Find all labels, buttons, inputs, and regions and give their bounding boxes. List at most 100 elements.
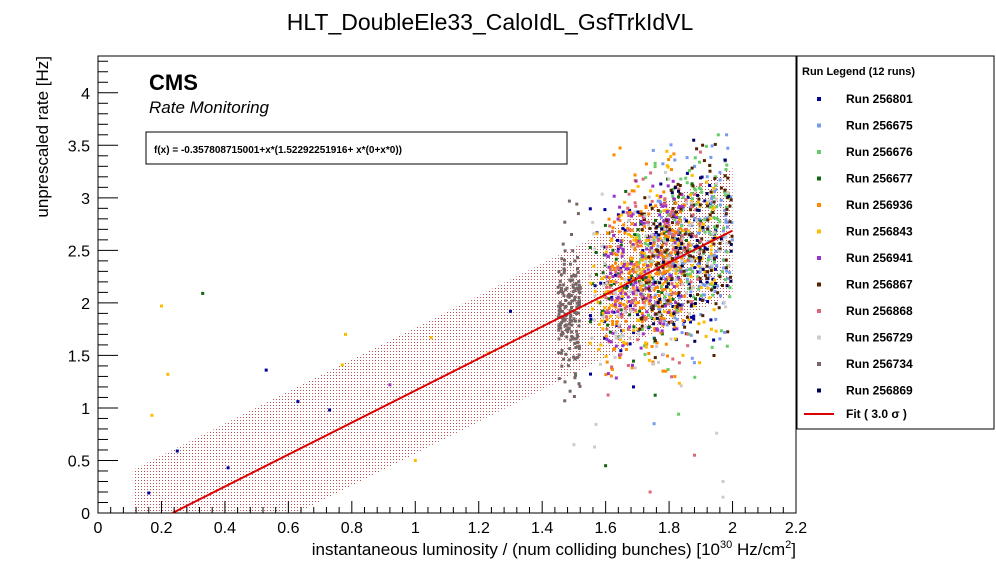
scatter-point bbox=[687, 287, 691, 291]
scatter-point bbox=[620, 296, 624, 300]
scatter-point bbox=[676, 302, 680, 306]
scatter-point bbox=[726, 276, 729, 280]
scatter-point bbox=[657, 251, 661, 255]
scatter-point bbox=[729, 249, 733, 253]
scatter-point bbox=[696, 277, 700, 281]
scatter-point bbox=[604, 355, 608, 358]
scatter-point bbox=[702, 249, 706, 253]
scatter-point bbox=[671, 212, 675, 216]
scatter-point bbox=[653, 339, 657, 343]
scatter-point bbox=[678, 246, 682, 250]
scatter-point bbox=[633, 289, 637, 293]
scatter-point bbox=[575, 305, 579, 309]
scatter-point bbox=[714, 267, 717, 271]
scatter-point bbox=[565, 286, 569, 290]
scatter-point bbox=[665, 219, 669, 223]
scatter-point bbox=[648, 490, 652, 494]
scatter-point bbox=[709, 201, 713, 205]
scatter-point bbox=[670, 375, 674, 379]
scatter-point bbox=[613, 347, 617, 351]
scatter-point bbox=[670, 277, 674, 281]
scatter-point bbox=[687, 241, 691, 245]
scatter-point bbox=[638, 267, 642, 271]
scatter-point bbox=[663, 250, 667, 254]
scatter-point bbox=[705, 247, 709, 251]
scatter-point bbox=[572, 443, 576, 447]
scatter-point bbox=[673, 316, 677, 320]
scatter-point bbox=[667, 311, 671, 314]
scatter-point bbox=[226, 466, 230, 470]
scatter-point bbox=[647, 285, 651, 289]
scatter-point bbox=[589, 320, 592, 324]
scatter-point bbox=[651, 304, 655, 308]
scatter-point bbox=[640, 276, 644, 280]
scatter-point bbox=[675, 309, 679, 312]
scatter-point bbox=[652, 250, 656, 254]
scatter-point bbox=[680, 234, 684, 238]
scatter-point bbox=[150, 413, 154, 417]
scatter-point bbox=[619, 287, 623, 291]
scatter-point bbox=[647, 280, 651, 284]
scatter-point bbox=[560, 333, 564, 337]
scatter-point bbox=[643, 254, 647, 258]
scatter-point bbox=[681, 282, 685, 286]
scatter-point bbox=[688, 312, 691, 316]
scatter-point bbox=[708, 163, 712, 167]
scatter-point bbox=[702, 159, 706, 163]
scatter-point bbox=[721, 284, 724, 287]
scatter-point bbox=[658, 320, 662, 324]
scatter-point bbox=[674, 201, 678, 205]
scatter-point bbox=[629, 300, 633, 304]
scatter-point bbox=[625, 348, 628, 351]
scatter-point bbox=[677, 195, 680, 199]
scatter-point bbox=[688, 193, 692, 197]
scatter-point bbox=[718, 170, 722, 174]
scatter-point bbox=[564, 288, 568, 292]
scatter-point bbox=[670, 209, 674, 213]
scatter-point bbox=[639, 277, 642, 281]
scatter-point bbox=[714, 329, 718, 333]
scatter-point bbox=[699, 286, 703, 289]
scatter-point bbox=[688, 244, 692, 248]
scatter-point bbox=[703, 284, 707, 287]
scatter-point bbox=[631, 277, 635, 280]
scatter-point bbox=[642, 263, 646, 267]
scatter-point bbox=[659, 277, 663, 281]
scatter-point bbox=[632, 189, 636, 193]
scatter-point bbox=[630, 189, 634, 193]
scatter-point bbox=[600, 192, 604, 196]
scatter-point bbox=[661, 162, 665, 166]
scatter-point bbox=[573, 311, 577, 314]
scatter-point bbox=[653, 337, 656, 341]
scatter-point bbox=[709, 248, 713, 252]
scatter-point bbox=[725, 163, 729, 167]
scatter-point bbox=[668, 302, 672, 305]
scatter-point bbox=[611, 275, 615, 278]
scatter-point bbox=[659, 331, 663, 335]
scatter-point bbox=[727, 264, 731, 268]
scatter-point bbox=[644, 206, 648, 210]
scatter-point bbox=[707, 254, 711, 258]
scatter-point bbox=[647, 238, 651, 242]
scatter-point bbox=[685, 246, 689, 250]
scatter-point bbox=[573, 259, 577, 263]
scatter-point bbox=[672, 245, 676, 249]
scatter-point bbox=[698, 221, 702, 225]
scatter-point bbox=[659, 319, 663, 322]
scatter-point bbox=[611, 304, 615, 308]
scatter-point bbox=[682, 203, 686, 207]
scatter-point bbox=[683, 259, 687, 263]
scatter-point bbox=[699, 219, 703, 223]
scatter-point bbox=[578, 290, 582, 294]
scatter-point bbox=[665, 260, 669, 264]
scatter-point bbox=[614, 337, 618, 340]
scatter-point bbox=[679, 294, 683, 298]
scatter-point bbox=[634, 301, 638, 305]
scatter-point bbox=[725, 250, 729, 254]
scatter-point bbox=[656, 270, 660, 274]
scatter-point bbox=[666, 269, 670, 273]
scatter-point bbox=[678, 216, 682, 219]
scatter-point bbox=[664, 292, 668, 296]
scatter-point bbox=[701, 143, 705, 147]
scatter-point bbox=[690, 264, 694, 268]
